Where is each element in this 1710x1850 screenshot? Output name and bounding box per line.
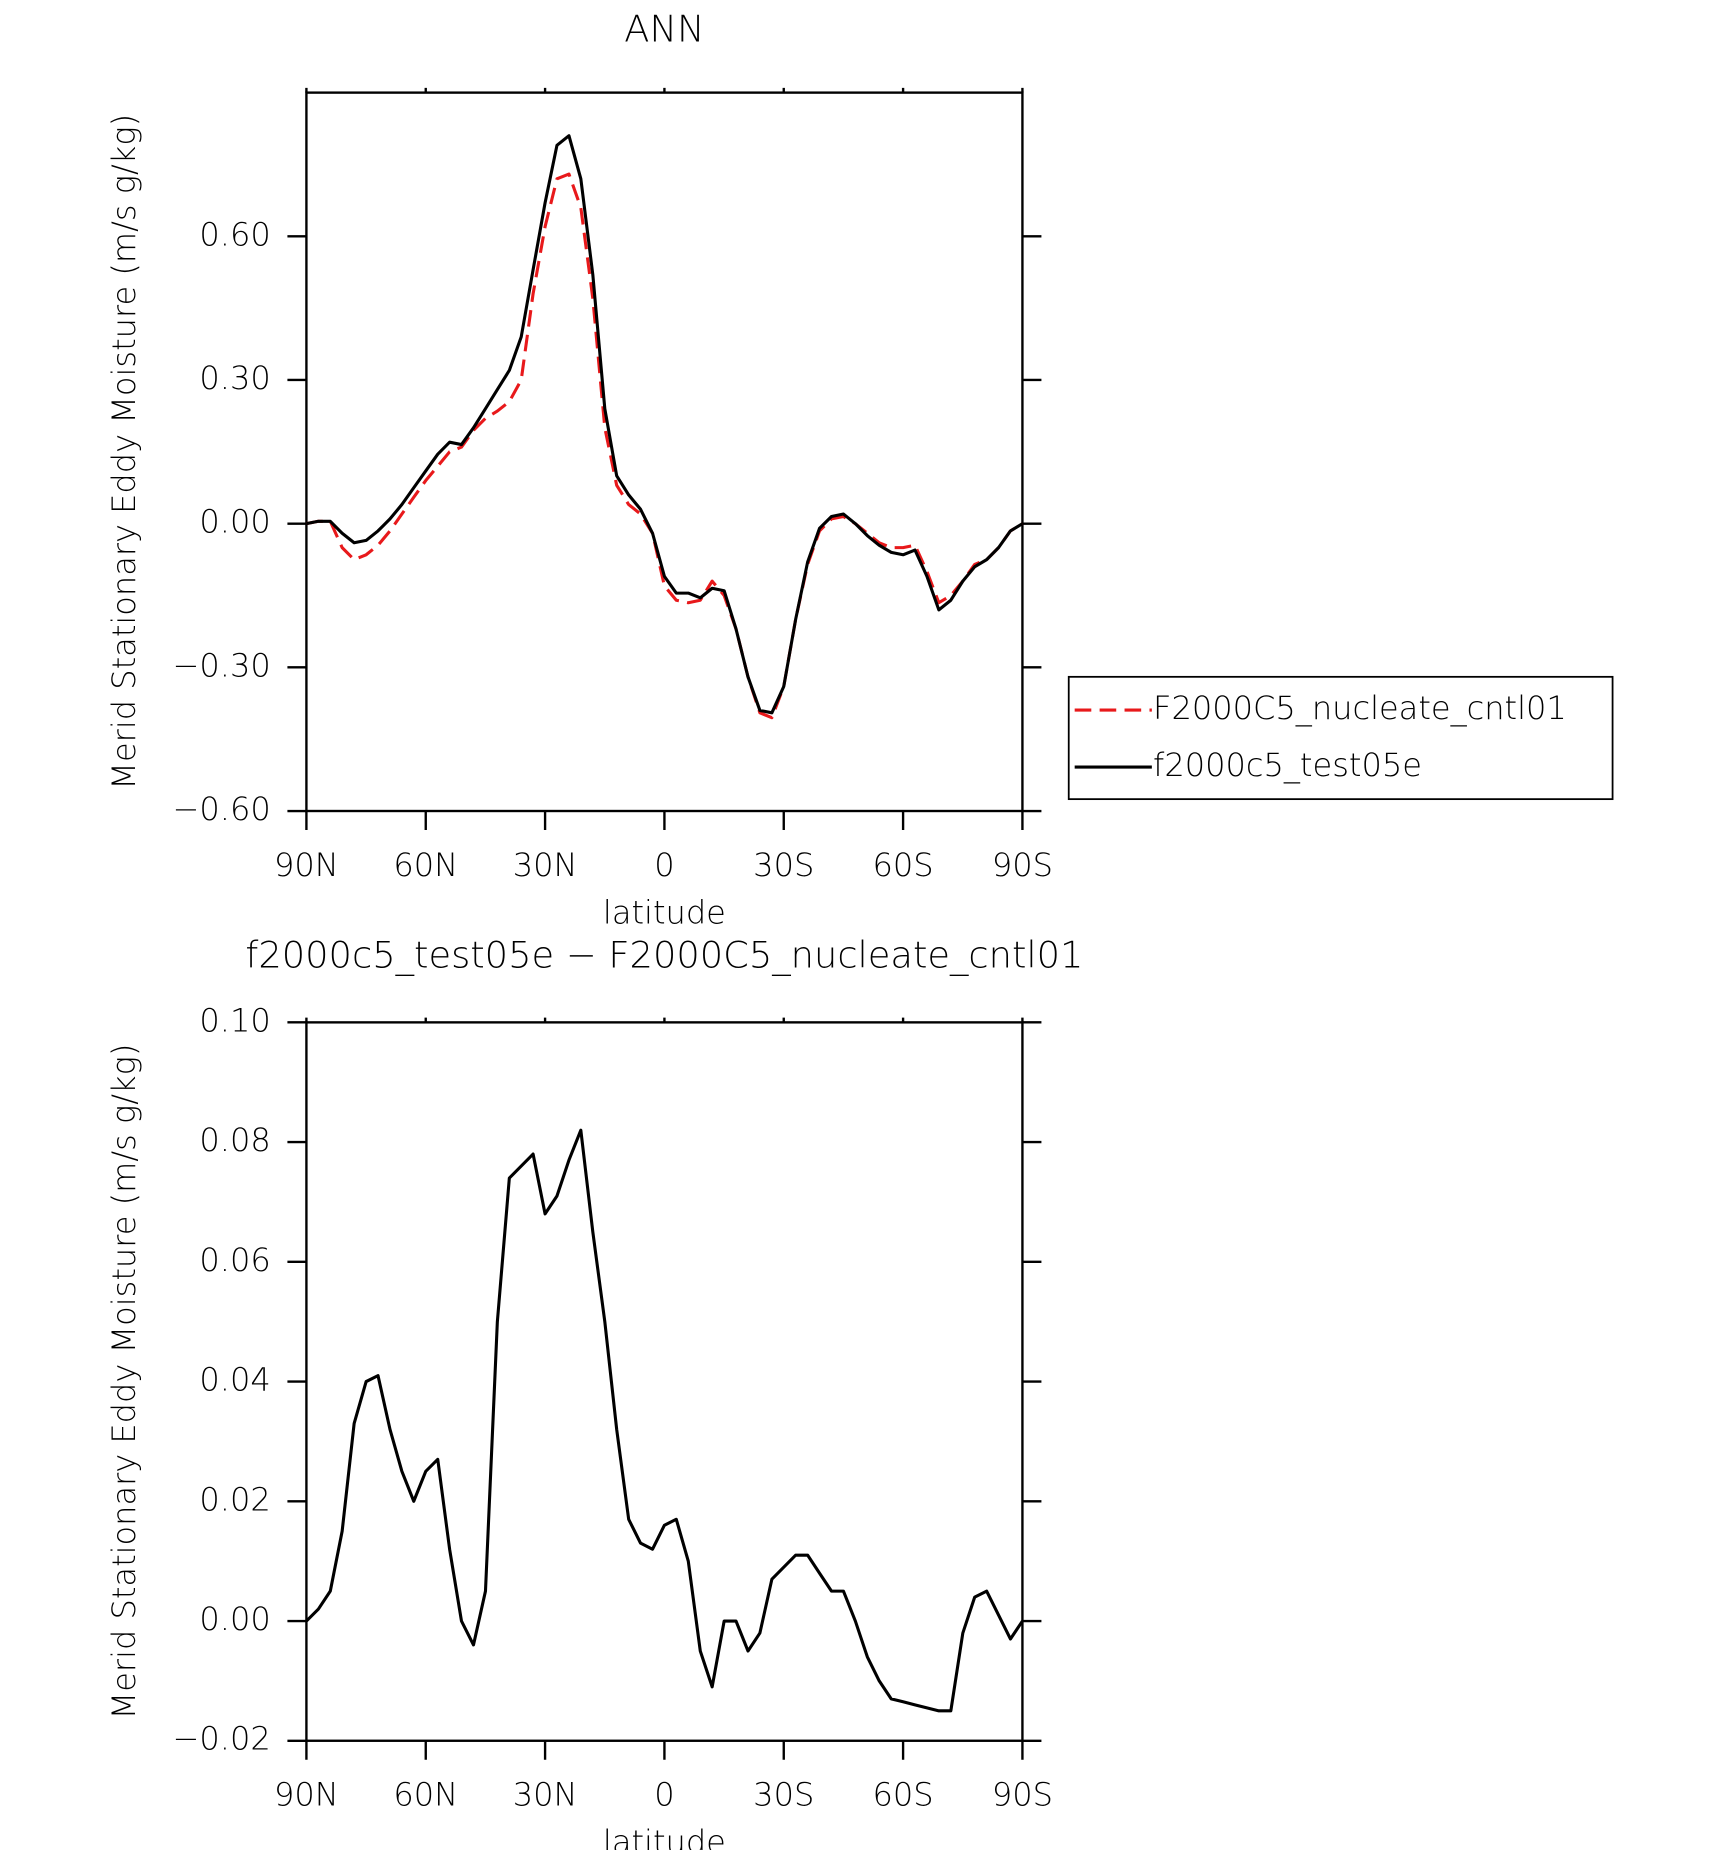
y-tick-label: −0.60 — [173, 790, 271, 828]
plot-frame — [305, 91, 1024, 813]
y-tick-label: 0.60 — [199, 215, 270, 253]
y-tick-label: 0.08 — [199, 1121, 270, 1159]
legend-label: f2000c5_test05e — [1153, 746, 1422, 784]
x-tick-label: 0 — [654, 846, 674, 884]
y-tick-label: 0.00 — [199, 1600, 270, 1638]
plot-frame — [305, 1021, 1024, 1742]
x-tick-label: 60S — [873, 846, 934, 884]
series-line — [306, 172, 1024, 720]
x-tick-label: 30S — [753, 1776, 814, 1814]
y-tick-label: 0.00 — [199, 503, 270, 541]
x-tick-label: 90S — [992, 1776, 1053, 1814]
y-tick-label: −0.30 — [173, 646, 271, 684]
y-tick-label: 0.30 — [199, 359, 270, 397]
x-axis-label: latitude — [603, 1823, 726, 1850]
x-tick-label: 30N — [513, 1776, 578, 1814]
data-line — [305, 1128, 1024, 1713]
x-tick-label: 60S — [873, 1776, 934, 1814]
y-tick-label: 0.06 — [199, 1241, 270, 1279]
y-tick-label: 0.04 — [199, 1361, 270, 1399]
y-tick-label: 0.02 — [199, 1480, 270, 1518]
y-tick-label: −0.02 — [173, 1720, 271, 1758]
x-tick-label: 90S — [992, 846, 1053, 884]
legend-box — [1067, 675, 1614, 801]
x-tick-label: 60N — [393, 846, 458, 884]
chart-title: ANN — [624, 7, 704, 50]
legend-label: F2000C5_nucleate_cntl01 — [1153, 689, 1567, 727]
series-line — [306, 134, 1024, 715]
x-tick-label: 30N — [513, 846, 578, 884]
x-axis-label: latitude — [603, 893, 726, 931]
chart-title: f2000c5_test05e − F2000C5_nucleate_cntl0… — [245, 934, 1083, 978]
x-tick-label: 90N — [274, 846, 339, 884]
y-axis-label: Merid Stationary Eddy Moisture (m/s g/kg… — [105, 1044, 143, 1720]
y-axis-label: Merid Stationary Eddy Moisture (m/s g/kg… — [105, 114, 143, 790]
x-tick-label: 30S — [753, 846, 814, 884]
x-tick-label: 90N — [274, 1776, 339, 1814]
x-tick-label: 60N — [393, 1776, 458, 1814]
x-tick-label: 0 — [654, 1776, 674, 1814]
y-tick-label: 0.10 — [199, 1001, 270, 1039]
